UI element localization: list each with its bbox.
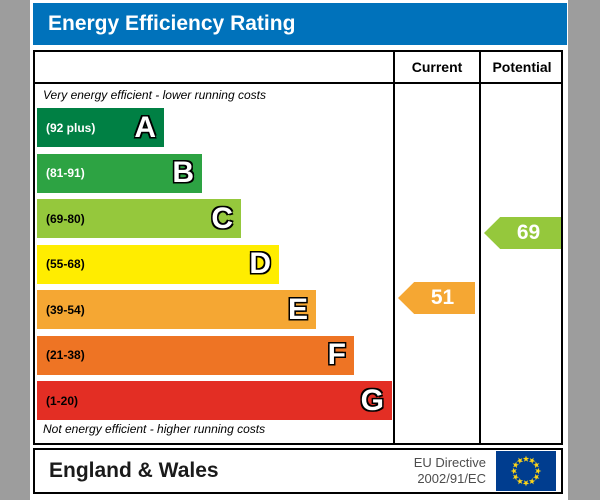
band-letter-d: D bbox=[249, 247, 271, 280]
eu-directive-label: EU Directive 2002/91/EC bbox=[414, 455, 486, 488]
column-divider-current bbox=[393, 52, 395, 443]
band-range-g: (1-20) bbox=[46, 393, 79, 408]
eu-directive-line2: 2002/91/EC bbox=[417, 471, 486, 486]
band-letter-a: A bbox=[134, 110, 156, 144]
band-range-d: (55-68) bbox=[46, 257, 85, 271]
rating-chart: Current Potential Very energy efficient … bbox=[33, 50, 563, 445]
region-label: England & Wales bbox=[49, 459, 219, 482]
band-letter-g: G bbox=[360, 383, 384, 417]
potential-rating-arrow: 69 bbox=[484, 217, 561, 249]
header-divider bbox=[35, 82, 561, 84]
band-range-e: (39-54) bbox=[46, 302, 85, 317]
column-divider-potential bbox=[479, 52, 481, 443]
band-letter-e: E bbox=[287, 292, 308, 326]
band-row-e: (39-54) E bbox=[37, 290, 316, 329]
eu-directive-line1: EU Directive bbox=[413, 454, 486, 470]
note-very-efficient: Very energy efficient - lower running co… bbox=[43, 88, 266, 102]
footer-bar: England & Wales EU Directive 2002/91/EC bbox=[33, 448, 563, 494]
band-range-f: (21-38) bbox=[46, 348, 85, 362]
band-row-d: (55-68) D bbox=[37, 244, 279, 284]
band-row-g: (1-20) G bbox=[37, 381, 392, 420]
page-title: Energy Efficiency Rating bbox=[33, 3, 567, 45]
band-range-a: (92 plus) bbox=[46, 120, 96, 135]
band-letter-b: B bbox=[172, 156, 194, 189]
note-not-efficient: Not energy efficient - higher running co… bbox=[43, 422, 266, 436]
band-row-a: (92 plus) A bbox=[37, 108, 164, 147]
eu-flag-icon bbox=[496, 451, 556, 491]
band-letter-f: F bbox=[327, 338, 346, 371]
column-header-current: Current bbox=[411, 59, 463, 75]
band-letter-c: C bbox=[211, 201, 233, 235]
band-range-b: (81-91) bbox=[46, 166, 85, 180]
band-range-c: (69-80) bbox=[46, 211, 85, 226]
current-rating-arrow: 51 bbox=[398, 282, 475, 314]
band-row-f: (21-38) F bbox=[37, 335, 354, 375]
column-header-potential: Potential bbox=[492, 59, 552, 75]
band-row-b: (81-91) B bbox=[37, 153, 202, 193]
band-row-c: (69-80) C bbox=[37, 199, 241, 238]
